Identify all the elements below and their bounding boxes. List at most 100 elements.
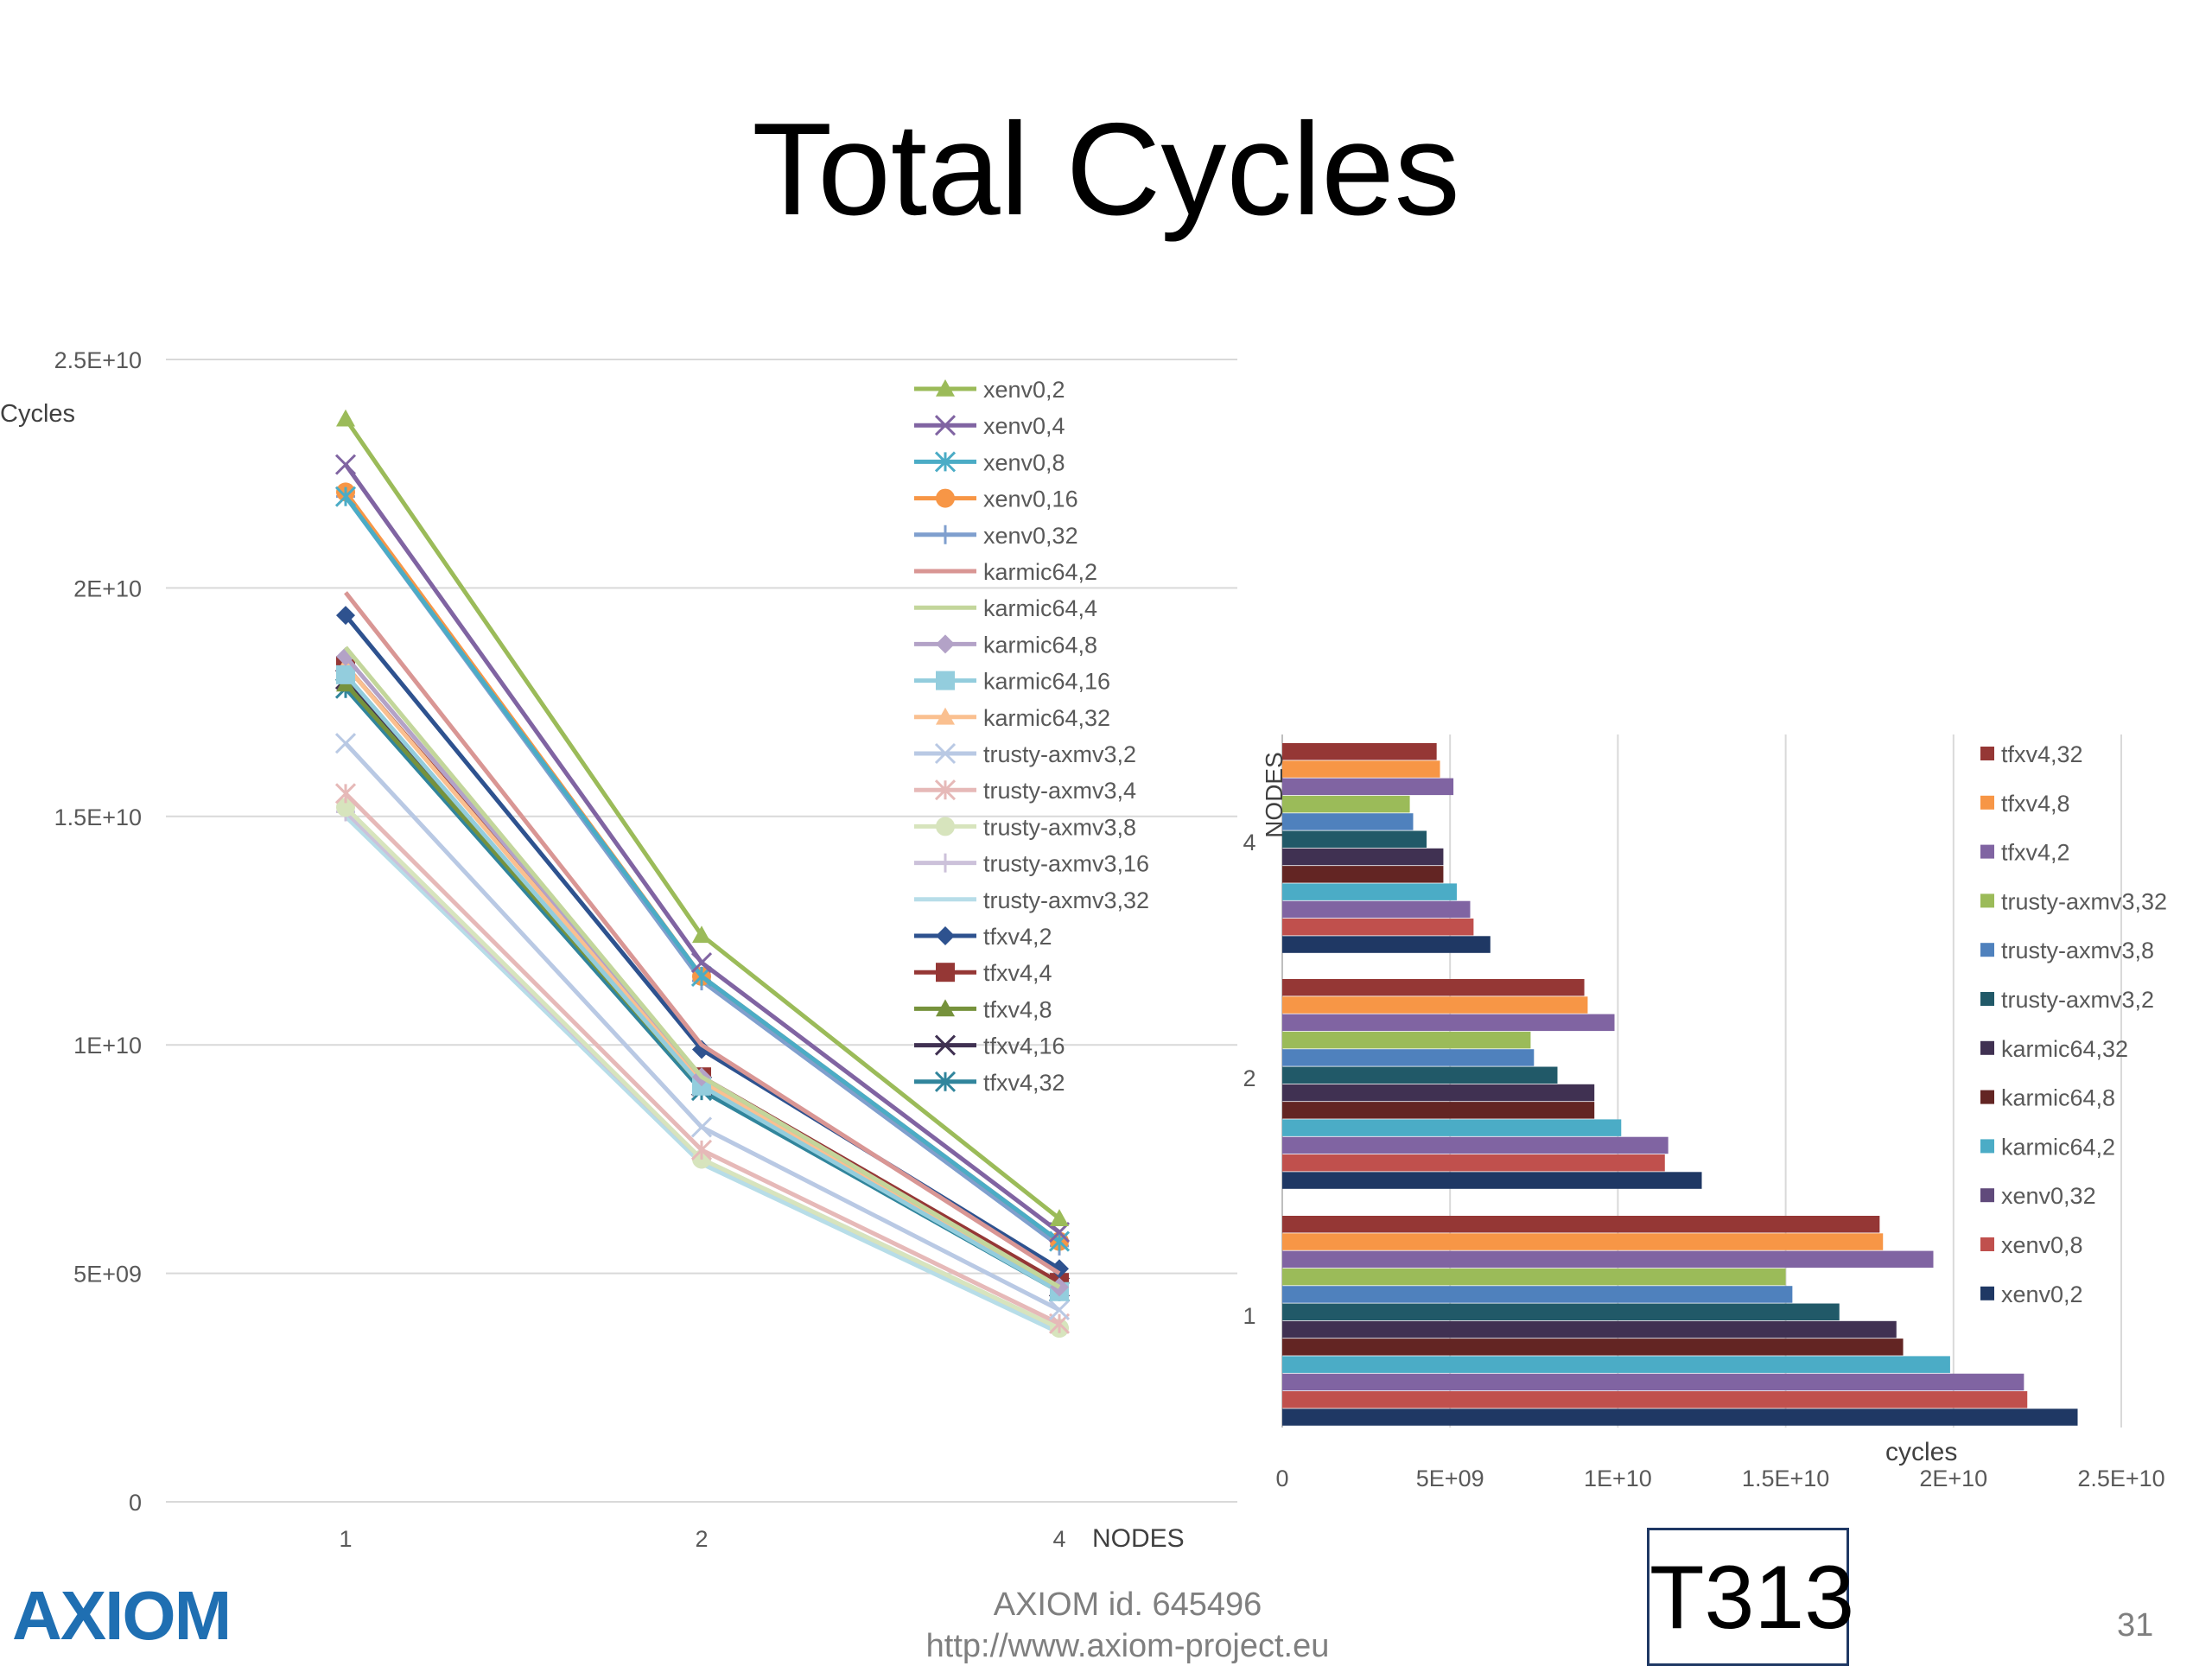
legend-item: trusty-axmv3,32: [1980, 888, 2167, 914]
series-line: [344, 645, 1061, 1289]
bar: [1282, 1391, 2028, 1408]
legend-label: karmic64,2: [2001, 1134, 2115, 1160]
bar: [1282, 900, 1471, 919]
legend-item: trusty-axmv3,8: [1980, 938, 2154, 963]
legend-item: karmic64,8: [914, 632, 1097, 658]
y-tick-label: 2.5E+10: [54, 347, 142, 373]
legend-item: trusty-axmv3,32: [914, 887, 1149, 913]
bar: [1282, 1268, 1786, 1286]
legend-item: xenv0,2: [914, 377, 1065, 403]
legend-item: xenv0,32: [914, 523, 1078, 549]
legend-item: karmic64,4: [914, 595, 1097, 621]
series-karmic64,2: [344, 591, 1061, 1275]
legend-label: tfxv4,2: [983, 924, 1052, 950]
tag-label: T313: [1649, 1548, 1855, 1648]
x-tick-label: 2.5E+10: [2077, 1466, 2164, 1491]
series-line: [343, 463, 1061, 1235]
data-point: [690, 951, 713, 974]
legend-label: trusty-axmv3,4: [983, 778, 1136, 804]
x-tick-label: 2: [695, 1526, 708, 1552]
bar: [1282, 919, 1474, 936]
bar: [1282, 795, 1410, 813]
y-tick-label: 0: [129, 1490, 142, 1516]
data-point: [1048, 1299, 1071, 1320]
legend-marker: [936, 634, 955, 654]
footer-url[interactable]: http://www.axiom-project.eu: [925, 1628, 1330, 1664]
legend-label: xenv0,2: [983, 377, 1065, 403]
data-point: [690, 1116, 713, 1138]
legend-label: xenv0,32: [983, 523, 1078, 549]
bar: [1282, 1408, 2078, 1426]
bar-group-4: 4: [1243, 743, 1491, 953]
bar: [1282, 830, 1427, 848]
legend-label: xenv0,4: [983, 413, 1065, 439]
bar-group-2: 2: [1243, 979, 1702, 1189]
data-point: [692, 1040, 711, 1059]
bar: [1282, 1014, 1615, 1032]
bar: [1282, 1119, 1622, 1136]
tag-box: T313: [1647, 1528, 1855, 1666]
x-axis-title: NODES: [1092, 1524, 1185, 1553]
legend-item: karmic64,32: [914, 705, 1110, 731]
legend-item: trusty-axmv3,2: [914, 741, 1136, 767]
legend-marker: [936, 488, 955, 508]
bar: [1282, 1216, 1880, 1233]
slide-title: Total Cycles: [752, 96, 1460, 243]
data-point: [690, 1139, 713, 1160]
legend-marker: [934, 1071, 957, 1092]
data-point: [1050, 1259, 1069, 1279]
x-tick-label: 1: [339, 1526, 352, 1552]
legend-label: xenv0,8: [2001, 1232, 2083, 1258]
x-tick-label: 2E+10: [1919, 1466, 1987, 1491]
legend-swatch: [1980, 992, 1994, 1006]
legend-swatch: [1980, 1139, 1994, 1154]
x-axis-title: cycles: [1885, 1438, 1957, 1466]
series-karmic64,4: [344, 645, 1061, 1289]
y-tick-label: 2E+10: [73, 575, 142, 601]
y-tick-label: 5E+09: [73, 1262, 142, 1288]
data-point: [334, 783, 357, 804]
legend-marker: [936, 999, 955, 1017]
legend-swatch: [1980, 893, 1994, 908]
bar-chart: 0 5E+09 1E+10 1.5E+10 2E+10 2.5E+10 4 2 1 NODES cy…: [1243, 734, 2167, 1491]
legend-item: tfxv4,16: [914, 1033, 1065, 1059]
bar: [1282, 848, 1444, 866]
bar: [1282, 1233, 1884, 1250]
series-xenv0,16: [336, 482, 1069, 1251]
legend-label: xenv0,16: [983, 486, 1078, 512]
y-tick-label: 1.5E+10: [54, 804, 142, 830]
bar: [1282, 1303, 1840, 1320]
legend-label: tfxv4,4: [983, 960, 1052, 986]
bar: [1282, 936, 1491, 953]
legend-label: karmic64,4: [983, 595, 1097, 621]
bar: [1282, 743, 1437, 760]
series-xenv0,8: [334, 486, 1071, 1252]
legend-item: karmic64,2: [1980, 1134, 2115, 1160]
legend-item: trusty-axmv3,2: [1980, 987, 2154, 1013]
legend-item: trusty-axmv3,8: [914, 814, 1136, 840]
y-tick-label: 1: [1243, 1303, 1255, 1329]
bar: [1282, 1286, 1793, 1303]
legend-label: tfxv4,32: [2001, 741, 2083, 767]
bar: [1282, 1250, 1934, 1269]
x-tick-label: 1.5E+10: [1742, 1466, 1829, 1491]
legend-marker: [936, 817, 955, 836]
legend-marker: [936, 926, 955, 945]
axiom-logo: AXIOM: [12, 1577, 232, 1654]
series-trusty-axmv3,4: [334, 783, 1071, 1334]
legend-label: trusty-axmv3,16: [983, 851, 1149, 877]
legend-item: karmic64,2: [914, 559, 1097, 585]
legend-item: karmic64,8: [1980, 1085, 2115, 1111]
legend-item: tfxv4,2: [1980, 840, 2070, 866]
bar: [1282, 1136, 1669, 1154]
legend-label: tfxv4,8: [2001, 791, 2070, 817]
data-point: [336, 664, 355, 684]
legend-label: trusty-axmv3,8: [2001, 938, 2154, 963]
bar: [1282, 1102, 1595, 1119]
bar: [1282, 883, 1457, 900]
legend-label: tfxv4,32: [983, 1070, 1065, 1096]
legend-label: trusty-axmv3,2: [2001, 987, 2154, 1013]
legend-marker: [936, 379, 955, 397]
legend-label: karmic64,32: [2001, 1036, 2128, 1062]
legend-marker: [936, 963, 955, 982]
